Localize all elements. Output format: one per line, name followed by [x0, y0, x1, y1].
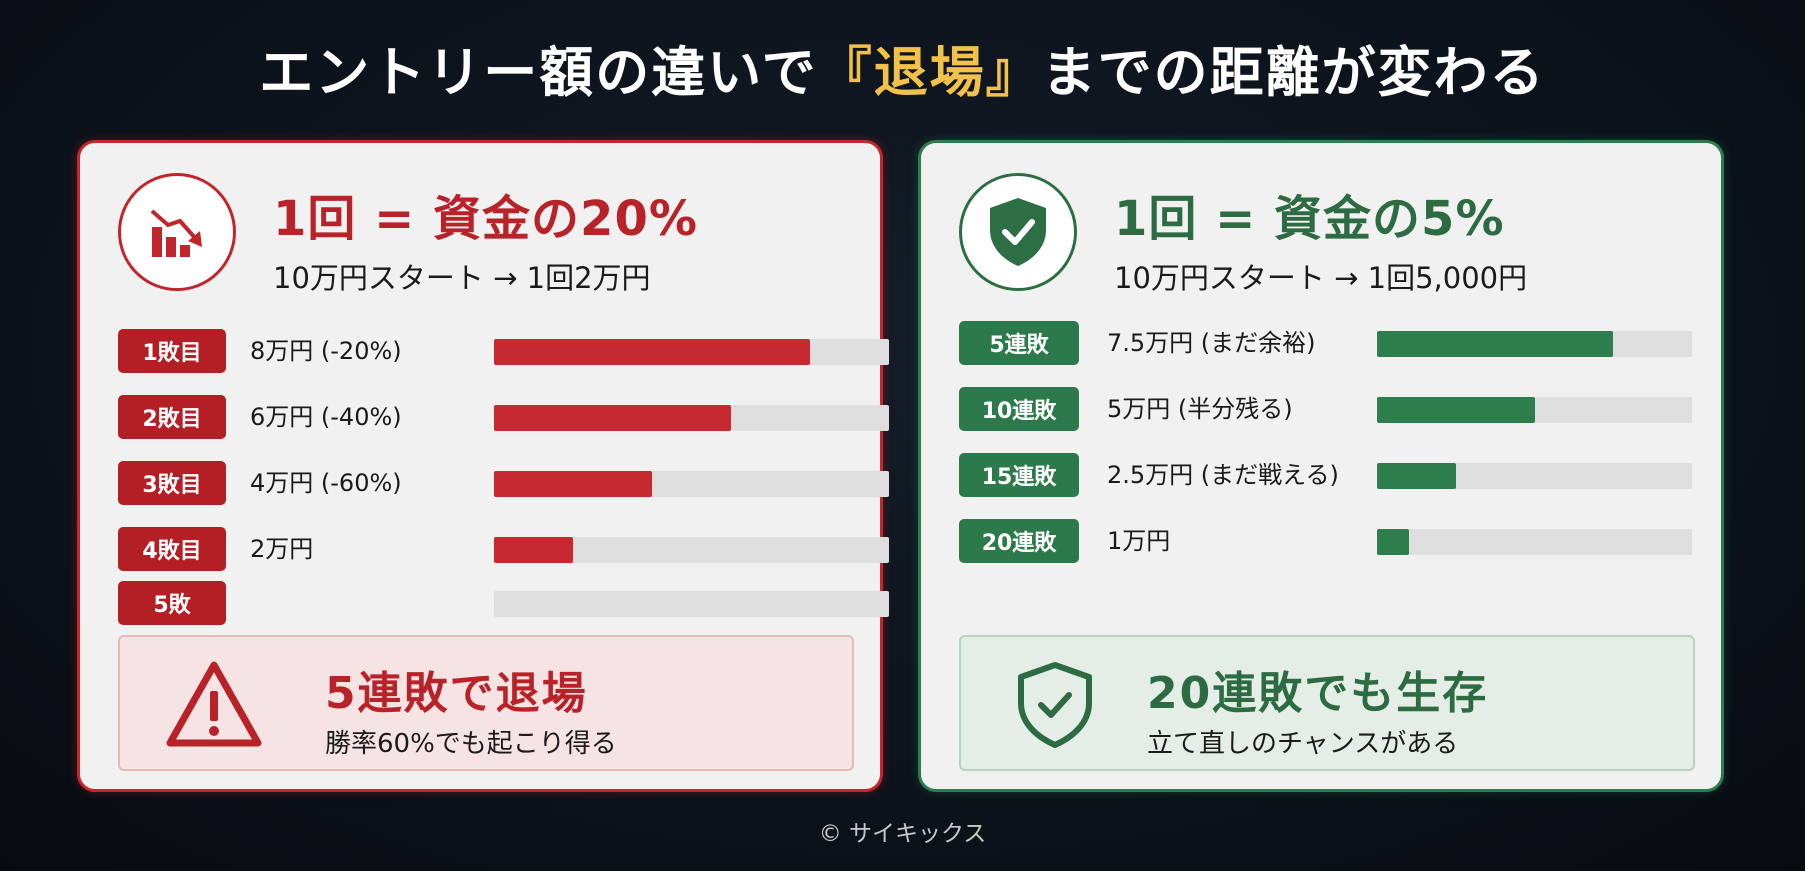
result-sub: 勝率60%でも起こり得る	[325, 729, 617, 759]
balance-bar-track	[494, 339, 889, 365]
loss-tag: 5敗	[118, 581, 226, 625]
streak-tag: 20連敗	[959, 519, 1079, 563]
loss-row: 4敗目 2万円	[118, 527, 889, 571]
loss-tag: 4敗目	[118, 527, 226, 571]
title-before: エントリー額の違いで	[259, 40, 818, 104]
loss-row: 2敗目 6万円 (-40%)	[118, 395, 889, 439]
copyright: © サイキックス	[818, 821, 987, 847]
balance-bar-fill	[1377, 463, 1456, 489]
balance-bar-track	[494, 537, 889, 563]
shield-check-icon	[1018, 662, 1092, 748]
result-main: 20連敗でも生存	[1147, 668, 1489, 719]
loss-tag: 3敗目	[118, 461, 226, 505]
balance-bar-track	[1377, 397, 1692, 423]
left-subheading: 10万円スタート → 1回2万円	[273, 261, 651, 295]
page-title: エントリー額の違いで『退場』までの距離が変わる	[0, 28, 1805, 107]
balance-bar-fill	[494, 339, 810, 365]
left-heading: 1回 = 資金の20%	[273, 191, 698, 247]
balance-bar-track	[1377, 463, 1692, 489]
balance-bar-fill	[494, 471, 652, 497]
warning-icon	[166, 661, 262, 747]
loss-row: 1敗目 8万円 (-20%)	[118, 329, 889, 373]
loss-tag: 1敗目	[118, 329, 226, 373]
panel-20-percent: 1回 = 資金の20% 10万円スタート → 1回2万円 1敗目 8万円 (-2…	[77, 140, 889, 792]
right-heading: 1回 = 資金の5%	[1114, 191, 1505, 247]
loss-value: 4万円 (-60%)	[250, 469, 402, 497]
streak-tag: 10連敗	[959, 387, 1079, 431]
streak-tag: 5連敗	[959, 321, 1079, 365]
loss-value: 8万円 (-20%)	[250, 337, 402, 365]
balance-bar-track	[494, 471, 889, 497]
title-highlight: 『退場』	[817, 40, 1042, 104]
streak-value: 1万円	[1107, 527, 1171, 555]
streak-value: 7.5万円 (まだ余裕)	[1107, 329, 1316, 357]
result-box: 20連敗でも生存 立て直しのチャンスがある	[959, 635, 1695, 771]
balance-bar-fill	[494, 405, 731, 431]
balance-bar-fill	[1377, 397, 1535, 423]
streak-tag: 15連敗	[959, 453, 1079, 497]
streak-value: 5万円 (半分残る)	[1107, 395, 1293, 423]
loss-value: 2万円	[250, 535, 314, 563]
result-box: 5連敗で退場 勝率60%でも起こり得る	[118, 635, 854, 771]
streak-row: 20連敗 1万円	[959, 519, 1695, 563]
loss-tag: 2敗目	[118, 395, 226, 439]
streak-row: 15連敗 2.5万円 (まだ戦える)	[959, 453, 1695, 497]
balance-bar-fill	[1377, 331, 1613, 357]
panel-5-percent: 1回 = 資金の5% 10万円スタート → 1回5,000円 5連敗 7.5万円…	[918, 140, 1724, 792]
loss-value: 6万円 (-40%)	[250, 403, 402, 431]
streak-row: 5連敗 7.5万円 (まだ余裕)	[959, 321, 1695, 365]
streak-row: 10連敗 5万円 (半分残る)	[959, 387, 1695, 431]
loss-row: 5敗	[118, 581, 889, 625]
result-sub: 立て直しのチャンスがある	[1147, 729, 1459, 759]
balance-bar-track	[1377, 331, 1692, 357]
streak-value: 2.5万円 (まだ戦える)	[1107, 461, 1339, 489]
loss-row: 3敗目 4万円 (-60%)	[118, 461, 889, 505]
balance-bar-track	[494, 591, 889, 617]
result-main: 5連敗で退場	[325, 668, 588, 719]
chart-down-icon	[118, 173, 236, 291]
balance-bar-track	[1377, 529, 1692, 555]
right-subheading: 10万円スタート → 1回5,000円	[1114, 261, 1528, 295]
title-after: までの距離が変わる	[1041, 40, 1546, 104]
shield-check-icon	[959, 173, 1077, 291]
balance-bar-fill	[1377, 529, 1409, 555]
balance-bar-track	[494, 405, 889, 431]
balance-bar-fill	[494, 537, 573, 563]
